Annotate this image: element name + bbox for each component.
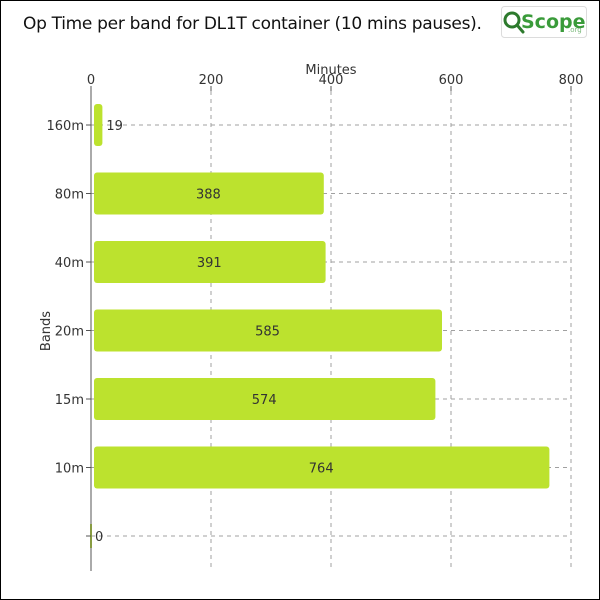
bar-value-label: 764 bbox=[309, 462, 334, 477]
bar-value-label: 19 bbox=[106, 119, 123, 134]
chart-title: Op Time per band for DL1T container (10 … bbox=[23, 14, 482, 34]
y-axis-title: Bands bbox=[39, 311, 54, 351]
y-tick-label: 20m bbox=[55, 325, 84, 340]
bar bbox=[94, 309, 442, 352]
y-tick-label: 80m bbox=[55, 188, 84, 203]
bar bbox=[94, 446, 550, 489]
bar-value-label: 585 bbox=[255, 325, 280, 340]
axes: 0 200 400 600 800 160m 80m 40m 20m 15m 10m bbox=[47, 73, 584, 571]
y-tick-label: 40m bbox=[55, 256, 84, 271]
bar bbox=[94, 104, 103, 146]
x-tick-label: 0 bbox=[87, 73, 95, 88]
bar bbox=[94, 241, 326, 283]
bar-value-label: 0 bbox=[95, 530, 103, 545]
x-tick-label: 600 bbox=[439, 73, 464, 88]
bar-value-label: 574 bbox=[252, 393, 277, 408]
x-tick-label: 400 bbox=[319, 73, 344, 88]
x-axis-title: Minutes bbox=[305, 63, 356, 78]
magnifier-icon bbox=[503, 11, 521, 29]
bar-value-label: 388 bbox=[196, 188, 221, 203]
x-tick-label: 800 bbox=[559, 73, 584, 88]
y-tick-label: 160m bbox=[47, 119, 84, 134]
logo-suffix: .org bbox=[568, 26, 582, 34]
bars: 19 388 391 585 574 764 0 bbox=[90, 104, 550, 548]
bar-value-label: 391 bbox=[197, 256, 222, 271]
bar bbox=[94, 172, 324, 215]
y-tick-label: 15m bbox=[55, 393, 84, 408]
qscope-logo: Scope .org bbox=[501, 6, 587, 38]
y-tick-label: 10m bbox=[55, 462, 84, 477]
bar bbox=[94, 378, 436, 420]
logo-text: Scope bbox=[521, 11, 586, 33]
x-tick-label: 200 bbox=[199, 73, 224, 88]
